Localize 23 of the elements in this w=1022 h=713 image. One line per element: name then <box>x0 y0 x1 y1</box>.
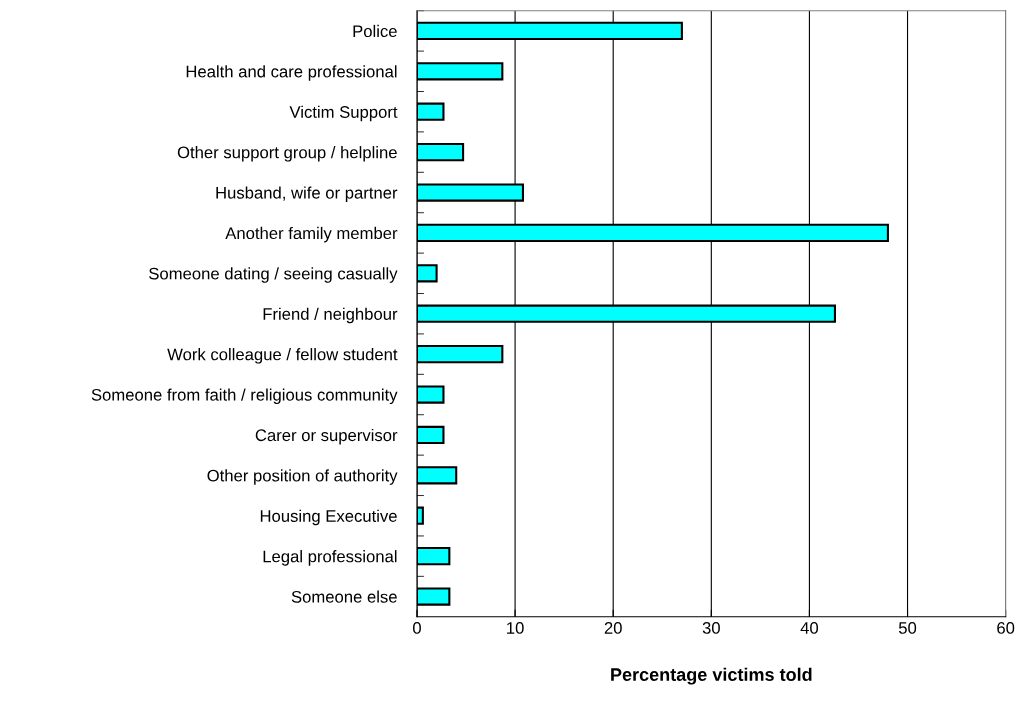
x-tick-label: 40 <box>800 622 819 634</box>
y-tick-label: Other position of authority <box>207 469 398 485</box>
y-tick-label: Someone else <box>291 590 397 603</box>
y-tick-label: Health and care professional <box>186 65 397 81</box>
y-tick-label: Another family member <box>225 226 398 243</box>
x-tick-label: 50 <box>898 622 917 634</box>
y-tick-label: Friend / neighbour <box>263 307 398 324</box>
y-tick-label: Legal professional <box>263 550 397 566</box>
x-tick-label: 30 <box>702 622 720 634</box>
y-tick-label: Victim Support <box>289 105 398 122</box>
x-tick-label: 20 <box>604 622 622 634</box>
x-tick-label: 60 <box>997 622 1015 634</box>
y-tick-label: Police <box>353 24 397 38</box>
x-tick-label: 0 <box>412 622 421 634</box>
x-axis-title: Percentage victims told <box>611 667 812 685</box>
y-tick-label: Work colleague / fellow student <box>167 348 398 364</box>
y-tick-label: Housing Executive <box>260 509 397 526</box>
y-tick-label: Someone from faith / religious community <box>91 388 398 405</box>
y-tick-label: Someone dating / seeing casually <box>149 267 398 283</box>
y-tick-label: Other support group / helpline <box>177 146 397 162</box>
y-tick-label: Husband, wife or partner <box>216 186 398 203</box>
y-tick-label: Carer or supervisor <box>255 428 398 445</box>
x-tick-label: 10 <box>507 622 524 634</box>
